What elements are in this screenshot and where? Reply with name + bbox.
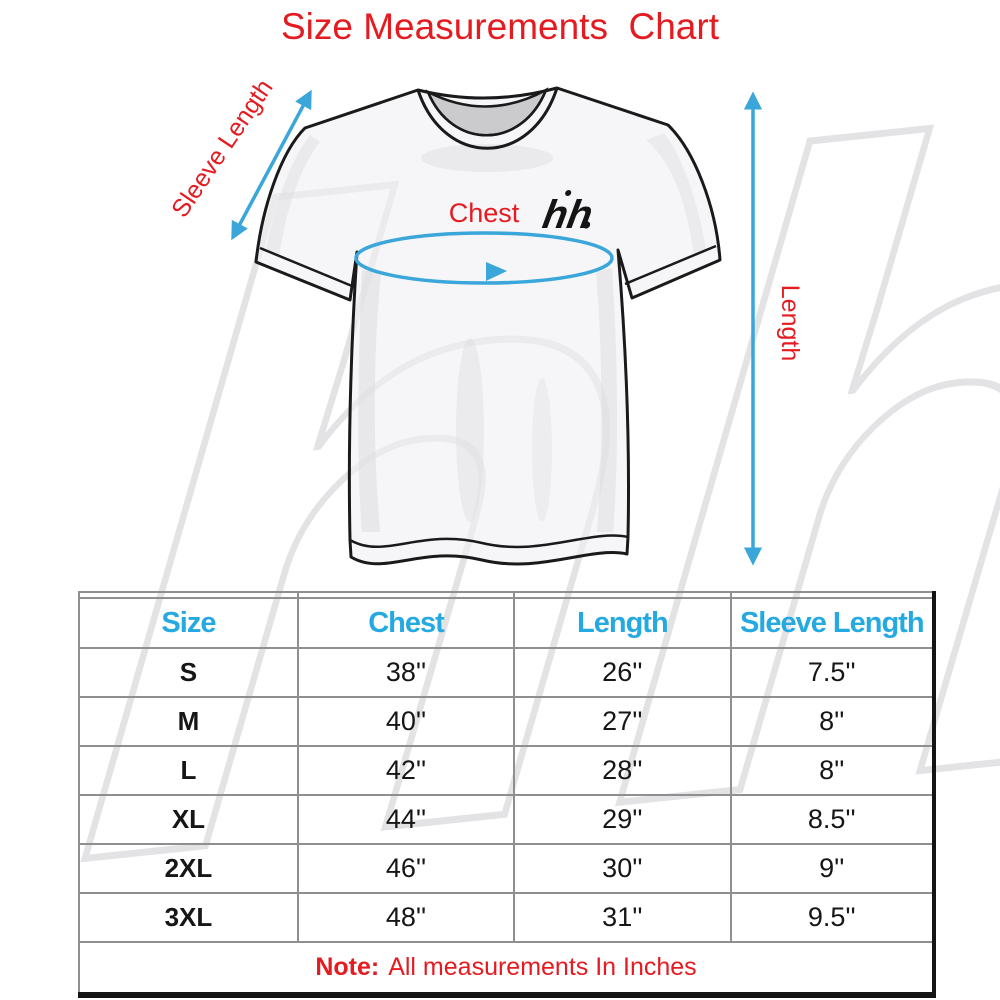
page-title: Size Measurements Chart — [280, 6, 719, 47]
note-text: All measurements In Inches — [388, 953, 697, 981]
length-cell: 28'' — [513, 745, 732, 796]
chest-cell: 48'' — [296, 892, 516, 943]
table-header-row: Size Chest Length Sleeve Length — [78, 597, 935, 649]
sleeve-cell: 8.5'' — [729, 794, 935, 845]
tshirt-shading — [266, 133, 706, 532]
size-cell: XL — [78, 794, 299, 845]
size-cell: 2XL — [78, 843, 299, 894]
sleeve-cell: 9.5'' — [729, 892, 935, 943]
sleeve-cell: 7.5'' — [729, 647, 935, 698]
length-cell: 27'' — [513, 696, 732, 747]
chest-cell: 40'' — [296, 696, 516, 747]
chest-cell: 44'' — [296, 794, 516, 845]
length-cell: 26'' — [513, 647, 732, 698]
sleeve-cell: 9'' — [729, 843, 935, 894]
table-stub-row — [78, 591, 935, 599]
note-label: Note: — [315, 953, 380, 981]
sleeve-length-label: Sleeve Length — [166, 74, 279, 222]
chest-cell: 38'' — [296, 647, 516, 698]
length-cell: 29'' — [513, 794, 732, 845]
table-row-3xl: 3XL 48'' 31'' 9.5'' — [78, 892, 935, 943]
brand-logo: hh — [539, 190, 596, 237]
size-cell: S — [78, 647, 299, 698]
sleeve-cell: 8'' — [729, 745, 935, 796]
chest-cell: 42'' — [296, 745, 516, 796]
brand-logo-text: hh — [539, 192, 596, 237]
table-row-xl: XL 44'' 29'' 8.5'' — [78, 794, 935, 845]
hem-line — [349, 534, 629, 549]
chest-measure-ellipse — [354, 231, 614, 285]
chest-label: Chest — [449, 198, 520, 228]
sleeve-cell: 8'' — [729, 696, 935, 747]
length-cell: 30'' — [513, 843, 732, 894]
chest-arrowhead-icon — [486, 262, 507, 281]
chest-cell: 46'' — [296, 843, 516, 894]
length-label: Length — [776, 285, 804, 361]
collar-outer-line — [416, 87, 559, 150]
size-cell: M — [78, 696, 299, 747]
header-size: Size — [78, 597, 299, 649]
brand-logo-dot-top — [565, 190, 572, 196]
table-row-l: L 42'' 28'' 8'' — [78, 745, 935, 796]
size-cell: 3XL — [78, 892, 299, 943]
length-cell: 31'' — [513, 892, 732, 943]
tshirt-collar — [416, 87, 559, 150]
header-chest: Chest — [296, 597, 516, 649]
table-row-s: S 38'' 26'' 7.5'' — [78, 647, 935, 698]
size-table: Size Chest Length Sleeve Length S 38'' 2… — [78, 591, 936, 998]
sleeve-length-arrow-icon — [231, 89, 312, 241]
header-sleeve-length: Sleeve Length — [729, 597, 935, 649]
table-row-m: M 40'' 27'' 8'' — [78, 696, 935, 747]
left-cuff-line — [259, 246, 353, 288]
header-length: Length — [513, 597, 732, 649]
table-row-2xl: 2XL 46'' 30'' 9'' — [78, 843, 935, 894]
tshirt-illustration: hh — [254, 86, 722, 566]
size-cell: L — [78, 745, 299, 796]
table-note-row: Note: All measurements In Inches — [78, 941, 935, 996]
right-cuff-line — [624, 244, 717, 286]
brand-logo-dot-period — [582, 221, 591, 229]
collar-inner-line — [426, 89, 548, 137]
